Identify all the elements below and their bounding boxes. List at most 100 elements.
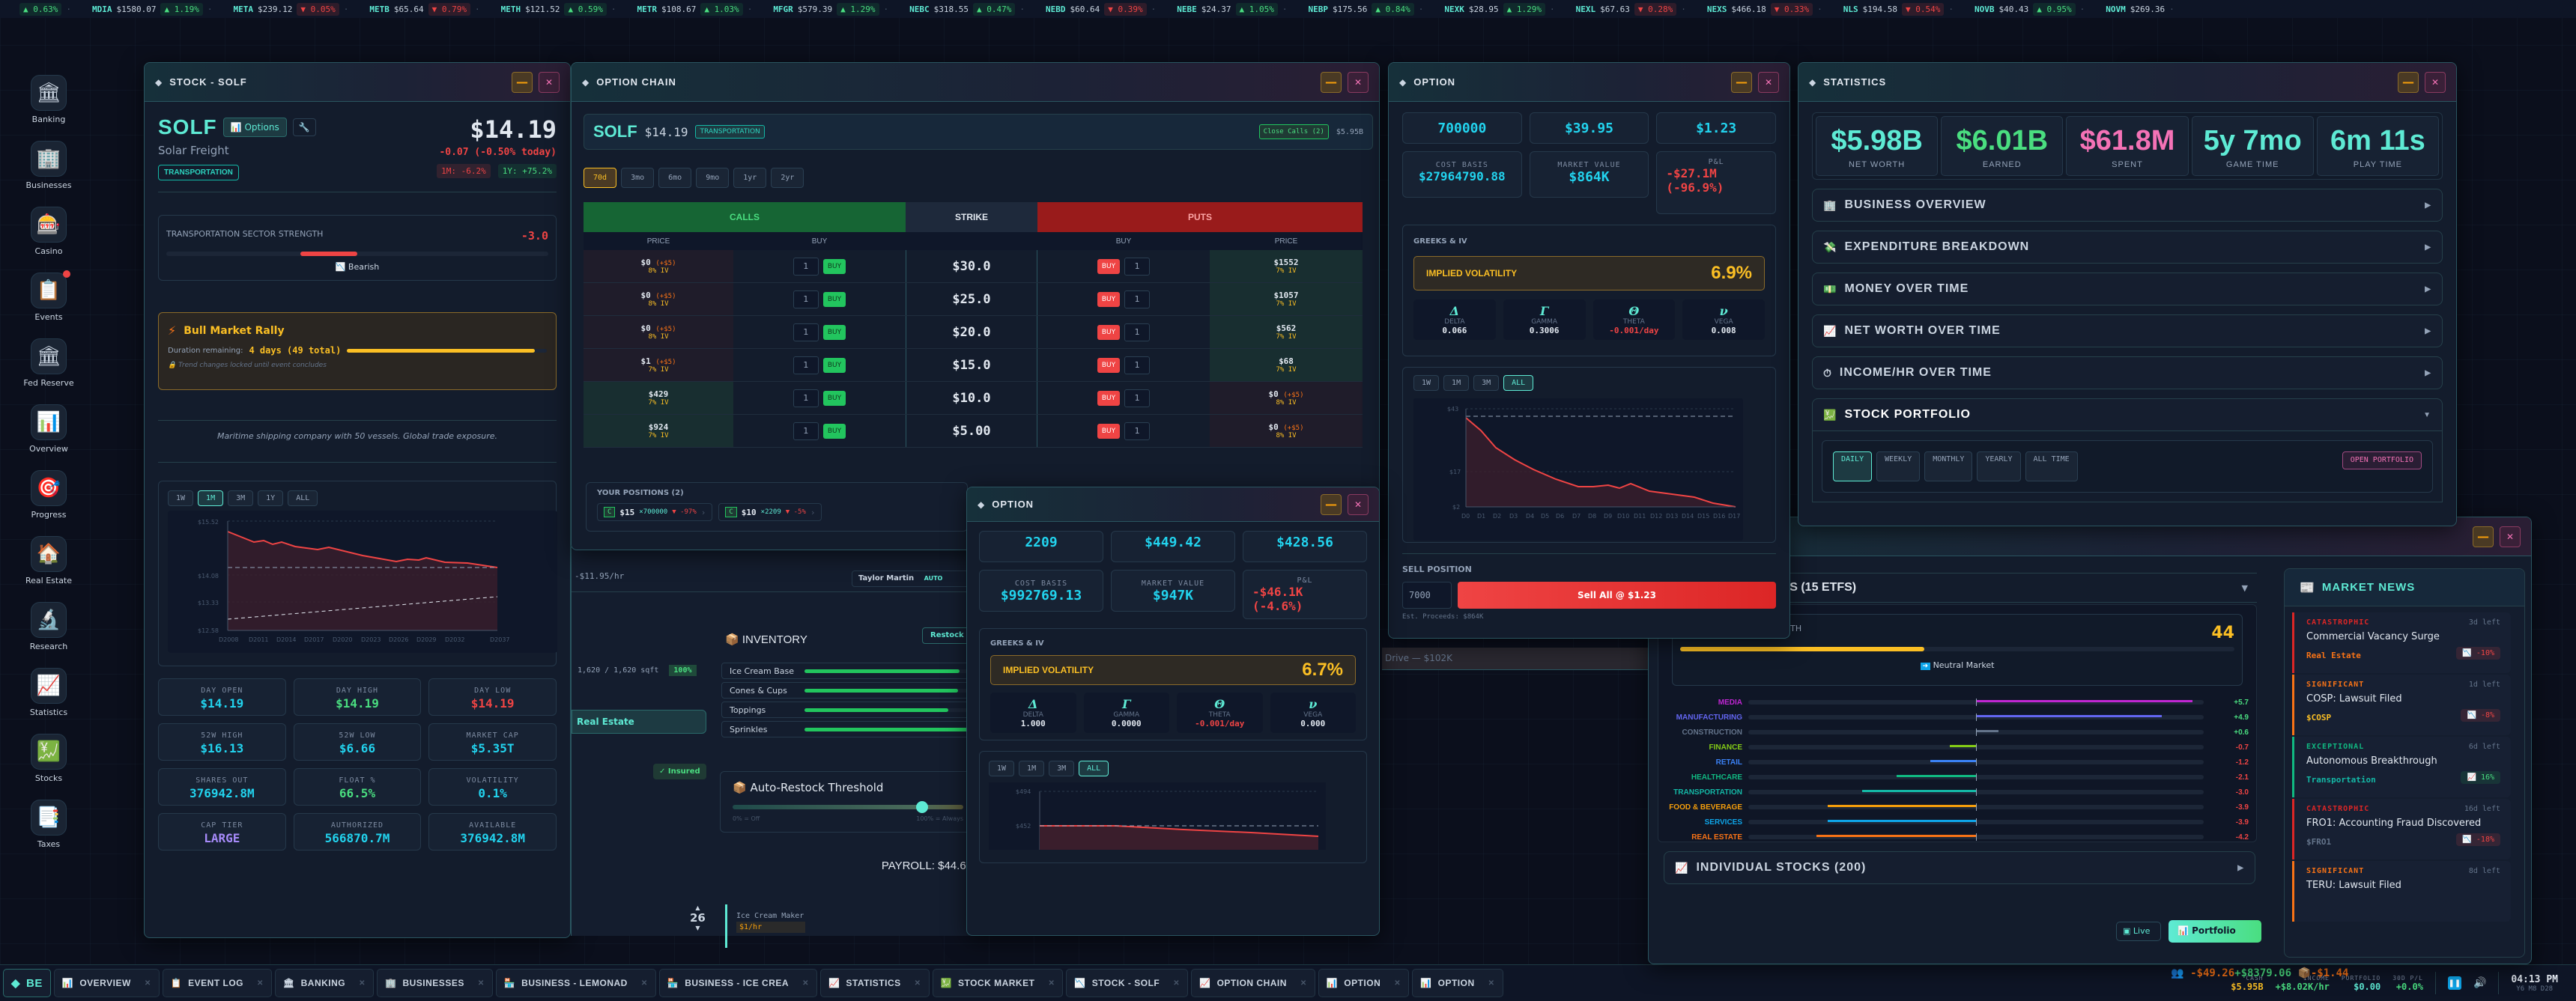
ticker-item[interactable]: NLS $194.58 ▼ 0.54% · [1843, 2, 1954, 16]
section-income-hr-over-time[interactable]: ⏱ INCOME/HR OVER TIME ▶ [1812, 356, 2443, 389]
real-estate-button[interactable]: Real Estate [572, 710, 706, 734]
timeframe-monthly[interactable]: MONTHLY [1924, 451, 1973, 481]
timeframe-3m[interactable]: 3M [1049, 761, 1075, 776]
taskbar-tab-banking[interactable]: 🏛 BANKING ✕ [274, 969, 375, 997]
close-tab-icon[interactable]: ✕ [1488, 979, 1495, 988]
ticker-item[interactable]: MFGR $579.39 ▲ 1.29% · [773, 2, 889, 16]
brand-button[interactable]: ◆ BE [3, 969, 51, 997]
wrench-button[interactable]: 🔧 [292, 118, 316, 136]
timeframe-all-time[interactable]: ALL TIME [2025, 451, 2078, 481]
put-qty-input[interactable]: 1 [1124, 422, 1151, 440]
close-tab-icon[interactable]: ✕ [359, 979, 366, 988]
buy-put-button[interactable]: BUY [1097, 423, 1121, 439]
ticker-item[interactable]: NEXK $28.95 ▲ 1.29% · [1444, 2, 1555, 16]
call-qty-input[interactable]: 1 [793, 290, 819, 308]
sell-all-button[interactable]: Sell All @ $1.23 [1458, 582, 1776, 609]
section-money-over-time[interactable]: 💵 MONEY OVER TIME ▶ [1812, 273, 2443, 305]
timeframe-all[interactable]: ALL [1503, 375, 1534, 391]
close-button[interactable]: ✕ [1348, 71, 1369, 93]
position-chip[interactable]: C $15 ×700000 ▼ -97% › [597, 503, 713, 521]
put-qty-input[interactable]: 1 [1124, 290, 1151, 308]
put-qty-input[interactable]: 1 [1124, 389, 1151, 407]
timeframe-weekly[interactable]: WEEKLY [1876, 451, 1921, 481]
minimize-button[interactable]: — [1321, 71, 1342, 93]
timeframe-all[interactable]: ALL [288, 490, 318, 506]
pause-button[interactable]: ❚❚ [2447, 976, 2461, 990]
close-tab-icon[interactable]: ✕ [477, 979, 485, 988]
timeframe-yearly[interactable]: YEARLY [1977, 451, 2021, 481]
close-tab-icon[interactable]: ✕ [1300, 979, 1307, 988]
close-button[interactable]: ✕ [2500, 526, 2521, 547]
sidebar-item-stocks[interactable]: 💹 Stocks [15, 734, 82, 783]
buy-call-button[interactable]: BUY [822, 324, 846, 340]
position-chip[interactable]: C $10 ×2209 ▼ -5% › [718, 503, 822, 521]
close-tab-icon[interactable]: ✕ [144, 979, 151, 988]
close-tab-icon[interactable]: ✕ [914, 979, 921, 988]
sell-quantity-input[interactable] [1402, 582, 1452, 609]
timeframe-3m[interactable]: 3M [1473, 375, 1500, 391]
ticker-item[interactable]: NOVB $40.43 ▲ 0.95% · [1974, 2, 2085, 16]
taskbar-tab-event-log[interactable]: 📋 EVENT LOG ✕ [162, 969, 272, 997]
buy-call-button[interactable]: BUY [822, 390, 846, 406]
timeframe-daily[interactable]: DAILY [1833, 451, 1873, 481]
taskbar-tab-business-lemonad[interactable]: 🏪 BUSINESS - LEMONAD ✕ [495, 969, 656, 997]
sidebar-item-progress[interactable]: 🎯 Progress [15, 470, 82, 520]
buy-put-button[interactable]: BUY [1097, 291, 1121, 307]
close-tab-icon[interactable]: ✕ [257, 979, 264, 988]
news-item[interactable]: 16d left CATASTROPHIC FRO1: Accounting Fra… [2292, 799, 2511, 859]
call-qty-input[interactable]: 1 [793, 389, 819, 407]
timeframe-1m[interactable]: 1M [198, 490, 224, 506]
put-qty-input[interactable]: 1 [1124, 323, 1151, 341]
close-tab-icon[interactable]: ✕ [802, 979, 809, 988]
individual-stocks-section[interactable]: 📈 INDIVIDUAL STOCKS (200) ▶ [1664, 851, 2255, 884]
sidebar-item-casino[interactable]: 🎰 Casino [15, 207, 82, 256]
taskbar-tab-option[interactable]: 📊 OPTION ✕ [1318, 969, 1410, 997]
taskbar-tab-overview[interactable]: 📊 OVERVIEW ✕ [53, 969, 160, 997]
close-calls-button[interactable]: Close Calls (2) [1258, 124, 1329, 139]
portfolio-button[interactable]: 📊 Portfolio [2169, 920, 2261, 943]
put-qty-input[interactable]: 1 [1124, 257, 1151, 276]
taskbar-tab-statistics[interactable]: 📈 STATISTICS ✕ [819, 969, 930, 997]
buy-put-button[interactable]: BUY [1097, 324, 1121, 340]
buy-call-button[interactable]: BUY [822, 291, 846, 307]
ticker-item[interactable]: METH $121.52 ▲ 0.59% · [500, 2, 616, 16]
minimize-button[interactable]: — [1731, 71, 1752, 93]
taskbar-tab-stock-market[interactable]: 💹 STOCK MARKET ✕ [932, 969, 1064, 997]
buy-call-button[interactable]: BUY [822, 357, 846, 373]
buy-put-button[interactable]: BUY [1097, 390, 1121, 406]
sidebar-item-real-estate[interactable]: 🏠 Real Estate [15, 536, 82, 585]
sidebar-item-statistics[interactable]: 📈 Statistics [15, 668, 82, 717]
taskbar-tab-option-chain[interactable]: 📈 OPTION CHAIN ✕ [1191, 969, 1315, 997]
close-button[interactable]: ✕ [1758, 71, 1779, 93]
section-net-worth-over-time[interactable]: 📈 NET WORTH OVER TIME ▶ [1812, 314, 2443, 347]
close-button[interactable]: ✕ [1348, 493, 1369, 515]
call-qty-input[interactable]: 1 [793, 422, 819, 440]
open-portfolio-button[interactable]: OPEN PORTFOLIO [2342, 451, 2422, 469]
timeframe-1w[interactable]: 1W [1413, 375, 1440, 391]
call-qty-input[interactable]: 1 [793, 257, 819, 276]
window-header[interactable]: ◆ OPTION — ✕ [967, 487, 1379, 522]
ticker-item[interactable]: METR $108.67 ▲ 1.03% · [637, 2, 753, 16]
news-item[interactable]: 6d left EXCEPTIONAL Autonomous Breakthroug… [2292, 737, 2511, 797]
timeframe-1y[interactable]: 1Y [258, 490, 284, 506]
close-tab-icon[interactable]: ✕ [640, 979, 648, 988]
minimize-button[interactable]: — [2473, 526, 2494, 547]
sidebar-item-overview[interactable]: 📊 Overview [15, 404, 82, 454]
news-item[interactable]: 3d left CATASTROPHIC Commercial Vacancy Su… [2292, 612, 2511, 673]
minimize-button[interactable]: — [2398, 71, 2419, 93]
call-qty-input[interactable]: 1 [793, 323, 819, 341]
window-header[interactable]: ◆ OPTION CHAIN — ✕ [572, 63, 1379, 102]
taskbar-tab-businesses[interactable]: 🏢 BUSINESSES ✕ [377, 969, 493, 997]
sidebar-item-businesses[interactable]: 🏢 Businesses [15, 141, 82, 190]
ticker-item[interactable]: NEXL $67.63 ▼ 0.28% · [1575, 2, 1686, 16]
ticker-item[interactable]: NEBE $24.37 ▲ 1.05% · [1177, 2, 1288, 16]
ticker-item[interactable]: NEXS $466.18 ▼ 0.33% · [1706, 2, 1822, 16]
sidebar-item-research[interactable]: 🔬 Research [15, 602, 82, 651]
minimize-button[interactable]: — [512, 71, 533, 93]
news-item[interactable]: 8d left SIGNIFICANT TERU: Lawsuit Filed [2292, 861, 2511, 922]
sidebar-item-banking[interactable]: 🏛 Banking [15, 75, 82, 124]
expiry-6mo[interactable]: 6mo [658, 168, 692, 188]
expiry-70d[interactable]: 70d [584, 168, 617, 188]
expiry-1yr[interactable]: 1yr [733, 168, 767, 188]
ticker-item[interactable]: NOVM $269.36 · [2106, 4, 2175, 14]
